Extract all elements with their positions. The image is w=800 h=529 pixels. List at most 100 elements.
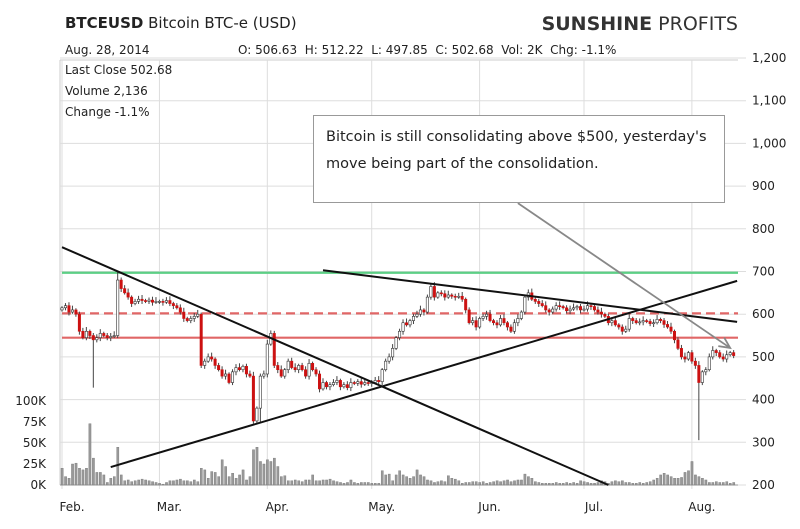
- candle-down: [547, 309, 551, 313]
- candle-up: [203, 360, 207, 366]
- volume-bar: [349, 479, 353, 486]
- candle-down: [210, 356, 214, 360]
- candle-up: [95, 337, 99, 341]
- volume-bar: [687, 470, 690, 486]
- candle-down: [161, 301, 165, 303]
- volume-bar: [140, 478, 144, 486]
- volume-bar: [433, 482, 436, 486]
- candle-down: [304, 369, 308, 377]
- volume-bar: [443, 481, 447, 486]
- candle-up: [60, 307, 64, 311]
- volume-bar: [544, 483, 548, 486]
- candle-down: [495, 322, 499, 326]
- volume-bar: [74, 462, 78, 486]
- volume-bar: [722, 482, 725, 486]
- candle-down: [533, 298, 537, 302]
- candle-down: [102, 333, 106, 336]
- candle-up: [112, 335, 116, 337]
- volume-bar: [541, 483, 544, 486]
- volume-bar: [106, 482, 109, 486]
- volume-bar: [492, 481, 495, 486]
- volume-bar: [666, 474, 669, 486]
- volume-bar: [133, 480, 137, 486]
- candle-up: [70, 309, 74, 313]
- candle-down: [293, 367, 297, 371]
- volume-bar: [255, 447, 259, 486]
- brand-light: PROFITS: [658, 13, 738, 35]
- volume-bar: [339, 482, 342, 486]
- candle-up: [516, 318, 520, 324]
- volume-bar: [506, 479, 509, 486]
- candle-down: [244, 365, 248, 375]
- volume-bar: [534, 481, 537, 486]
- volume-bar: [384, 474, 388, 486]
- candle-up: [429, 286, 433, 298]
- volume-bar: [554, 482, 558, 486]
- volume-bar: [565, 482, 568, 486]
- volume-bar: [715, 481, 718, 486]
- volume-bar: [548, 483, 551, 486]
- candle-down: [144, 300, 148, 302]
- x-tick-label: May.: [368, 500, 395, 514]
- candle-up: [411, 316, 415, 321]
- candle-down: [579, 306, 583, 311]
- volume-bar: [290, 480, 294, 486]
- candle-down: [279, 369, 283, 377]
- volume-bar: [182, 480, 186, 486]
- volume-bar: [447, 475, 450, 486]
- volume-bar: [586, 482, 589, 486]
- candle-down: [366, 382, 370, 384]
- volume-bar: [370, 483, 374, 486]
- volume-bar: [112, 476, 116, 486]
- candle-up: [585, 305, 589, 310]
- candle-up: [425, 296, 429, 313]
- volume-bar: [387, 473, 391, 486]
- candle-up: [384, 360, 388, 371]
- volume-bar: [234, 478, 238, 486]
- candle-up: [262, 373, 266, 377]
- price-tick-label: 200: [752, 478, 775, 492]
- volume-bar: [669, 476, 673, 486]
- volume-bar: [561, 483, 565, 486]
- volume-bar: [596, 482, 600, 486]
- candle-down: [405, 322, 409, 326]
- volume-bar: [725, 481, 729, 486]
- volume-bar: [568, 483, 572, 486]
- x-tick-label: Aug.: [688, 500, 715, 514]
- volume-bar: [391, 480, 395, 486]
- volume-bar: [374, 483, 377, 486]
- candle-up: [415, 313, 419, 317]
- candle-up: [700, 371, 704, 383]
- volume-bar: [224, 466, 227, 486]
- candle-up: [63, 305, 67, 309]
- candle-down: [123, 288, 127, 294]
- candle-up: [725, 354, 729, 360]
- candle-down: [290, 360, 294, 368]
- candle-down: [119, 279, 123, 289]
- trend-line: [61, 246, 609, 486]
- candle-down: [432, 286, 436, 298]
- volume-bar: [537, 482, 541, 486]
- trend-line: [322, 269, 738, 323]
- candle-down: [648, 321, 652, 324]
- candle-up: [224, 373, 228, 377]
- volume-bar: [64, 476, 67, 486]
- candle-up: [610, 320, 614, 324]
- candle-up: [686, 352, 690, 360]
- volume-bar: [119, 474, 123, 486]
- candle-up: [137, 298, 141, 302]
- candle-up: [391, 348, 395, 358]
- volume-bar: [238, 474, 241, 486]
- candle-up: [624, 328, 628, 332]
- volume-bar: [280, 476, 283, 486]
- volume-bar: [467, 482, 471, 486]
- candle-down: [217, 365, 221, 371]
- trend-line: [110, 279, 738, 469]
- volume-bar: [676, 478, 680, 486]
- volume-bar: [161, 483, 165, 486]
- candle-down: [237, 367, 241, 371]
- price-tick-label: 400: [752, 393, 775, 407]
- volume-bar: [109, 478, 113, 486]
- candle-down: [324, 382, 328, 388]
